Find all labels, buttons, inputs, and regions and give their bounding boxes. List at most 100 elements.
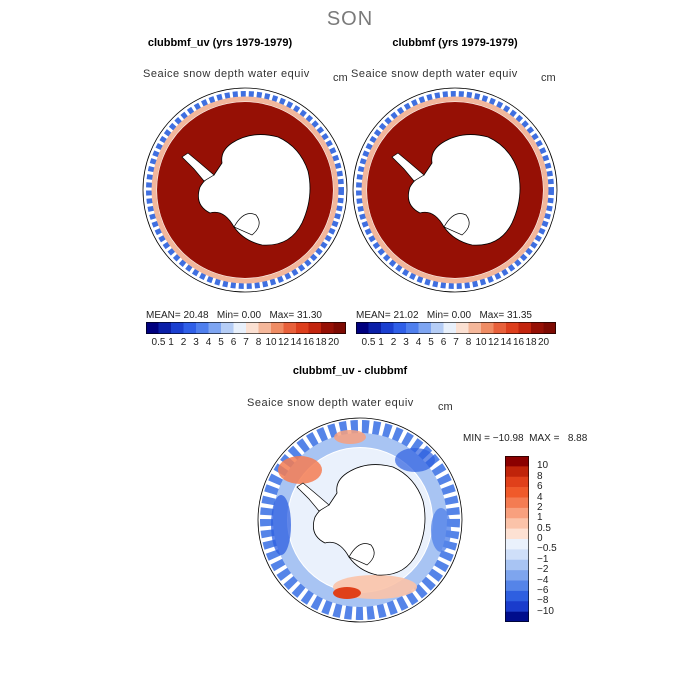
panel2-min-label: Min= [426,310,449,321]
season-title: SON [326,8,374,30]
panel2-colorbar-swatch [531,322,544,334]
diff-colorbar-swatch [505,559,529,571]
diff-colorbar-tick-label: −1 [537,553,549,565]
panel1-colorbar-tick-label: 3 [193,337,199,348]
panel2-colorbar-tick-label: 10 [475,337,487,348]
panel2-colorbar-swatch [356,322,369,334]
diff-positive-n [334,430,366,444]
panel1-colorbar-swatch [171,322,184,334]
panel1-colorbar-swatch [308,322,322,334]
panel2-colorbar-tick-label: 1 [378,337,384,348]
diff-colorbar-border [505,456,529,622]
panel1-colorbar-labels: 0.5 1 2 3 4 5 6 7 8 10 12 14 16 18 20 [146,337,346,351]
panel1-colorbar-tick-label: 14 [290,337,302,348]
diff-positive-nw [278,456,322,484]
panel1-colorbar-swatch [296,322,309,334]
diff-colorbar-swatch [505,507,529,519]
antarctic-peninsula [391,152,425,182]
panel1-title: clubbmf_uv (yrs 1979-1979) [147,37,293,49]
panel2-colorbar-tick-label: 14 [500,337,512,348]
panel1-colorbar-tick-label: 7 [243,337,249,348]
diff-colorbar-swatch [505,611,529,622]
diff-negative-w [271,495,291,555]
panel1-colorbar-swatch [208,322,222,334]
diff-colorbar-swatch [505,539,529,550]
diff-colorbar-swatch [505,456,529,467]
ross-ice-shelf [233,213,260,236]
panel2-colorbar-border [356,322,556,334]
panel1-colorbar-swatch [321,322,334,334]
diff-min-label: MIN = [463,433,490,444]
sea-ice-outer-blue [356,91,554,289]
panel2-mean-value: 21.02 [393,310,419,321]
panel2-colorbar-tick-label: 2 [390,337,397,348]
panel1-colorbar-tick-label: 8 [255,337,262,348]
diff-colorbar-swatch [505,528,529,540]
diff-colorbar-tick-label: 2 [537,501,543,513]
diff-colorbar-tick-label: −0.5 [537,543,557,555]
diff-colorbar-tick-label: 10 [537,460,549,472]
panel2-max-label: Max= [479,310,505,321]
panel1-colorbar-border [146,322,346,334]
panel1-colorbar-swatch [333,322,346,334]
panel2-colorbar-swatch [468,322,482,334]
diff-colorbar-swatch [505,580,529,592]
panel1-colorbar-swatch [246,322,259,334]
panel1-colorbar-tick-label: 0.5 [151,337,166,348]
antarctic-peninsula [181,152,215,182]
panel1-units: cm [333,72,348,84]
panel2-colorbar-swatch [543,322,556,334]
panel1-colorbar-tick-label: 10 [265,337,277,348]
antarctic-peninsula [296,482,330,512]
panel1-colorbar-swatch [196,322,209,334]
diff-colorbar-swatch [505,518,529,529]
panel2-colorbar-swatch [368,322,382,334]
diff-colorbar-tick-label: −2 [537,564,549,576]
diff-max-value: 8.88 [567,433,588,444]
sea-ice-edge-light [151,96,339,284]
panel2-colorbar-tick-label: 16 [512,337,525,348]
sea-ice-edge-light [361,96,549,284]
diff-colorbar-tick-label: 6 [537,481,543,493]
diff-negative-ne [395,448,435,472]
sea-ice-outer-blue [146,91,344,289]
diff-colorbar-tick-label: 0.5 [537,522,551,534]
diff-max-label: MAX = [529,433,560,444]
diff-colorbar-tick-label: 4 [537,491,543,503]
panel2-min-value: 0.00 [451,310,472,321]
diff-colorbar-tick-label: −10 [537,605,554,617]
panel1-colorbar-tick-label: 2 [180,337,187,348]
panel1-colorbar-swatch [221,322,234,334]
panel1-mean-value: 20.48 [183,310,209,321]
panel1-colorbar-tick-label: 6 [230,337,237,348]
diff-colorbar-labels: 10 8 6 4 2 1 0.5 0 −0.5 −1 −2 −4 −6 −8 −10 [537,456,577,626]
panel1-colorbar-tick-label: 12 [277,337,290,348]
diff-title: clubbmf_uv - clubbmf [292,365,408,377]
diff-colorbar-swatch [505,466,529,478]
panel1-min-value: 0.00 [241,310,262,321]
diff-map [257,417,463,623]
diff-colorbar-tick-label: 8 [537,470,543,482]
diff-colorbar-swatch [505,549,529,561]
diff-colorbar-tick-label: −6 [537,584,549,596]
panel2-colorbar [356,322,556,334]
panel2-colorbar-tick-label: 3 [403,337,409,348]
panel1-colorbar-swatch [158,322,172,334]
panel1-max-label: Max= [269,310,295,321]
panel2-colorbar-swatch [518,322,532,334]
ross-ice-shelf [443,213,470,236]
panel1-colorbar-tick-label: 1 [168,337,174,348]
diff-subtitle: Seaice snow depth water equiv [247,397,414,409]
diff-colorbar-tick-label: −8 [537,595,549,607]
panel2-colorbar-swatch [506,322,519,334]
panel1-mean-label: MEAN= [146,310,181,321]
panel2-colorbar-tick-label: 0.5 [361,337,376,348]
panel2-subtitle: Seaice snow depth water equiv [351,68,518,80]
diff-colorbar-tick-label: 0 [537,533,543,544]
panel2-colorbar-tick-label: 4 [415,337,422,348]
diff-stats: MIN = −10.98 MAX = 8.88 [463,433,587,444]
panel2-max-value: 31.35 [506,310,532,321]
panel1-colorbar-tick-label: 20 [327,337,340,348]
panel2-colorbar-swatch [443,322,457,334]
panel2-colorbar-tick-label: 12 [487,337,500,348]
